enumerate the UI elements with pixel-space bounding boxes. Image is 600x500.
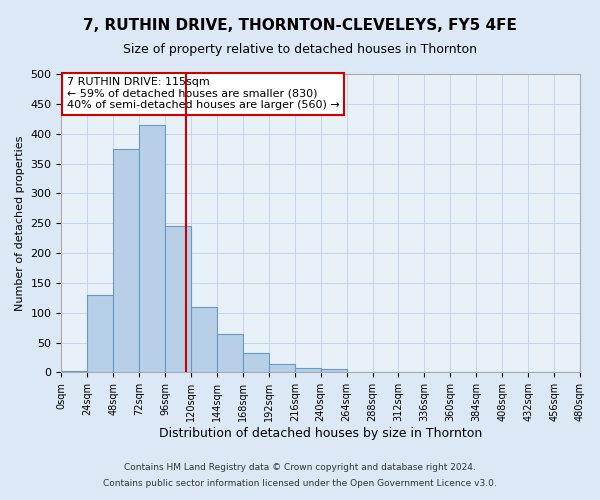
Bar — [217, 334, 243, 372]
Bar — [88, 295, 113, 372]
Bar — [139, 124, 165, 372]
Bar — [165, 226, 191, 372]
Bar — [295, 368, 321, 372]
Y-axis label: Number of detached properties: Number of detached properties — [15, 136, 25, 311]
Text: Size of property relative to detached houses in Thornton: Size of property relative to detached ho… — [123, 42, 477, 56]
Bar — [269, 364, 295, 372]
Text: 7, RUTHIN DRIVE, THORNTON-CLEVELEYS, FY5 4FE: 7, RUTHIN DRIVE, THORNTON-CLEVELEYS, FY5… — [83, 18, 517, 32]
Text: 7 RUTHIN DRIVE: 115sqm
← 59% of detached houses are smaller (830)
40% of semi-de: 7 RUTHIN DRIVE: 115sqm ← 59% of detached… — [67, 77, 340, 110]
X-axis label: Distribution of detached houses by size in Thornton: Distribution of detached houses by size … — [159, 427, 482, 440]
Bar — [321, 370, 347, 372]
Bar — [243, 353, 269, 372]
Text: Contains HM Land Registry data © Crown copyright and database right 2024.: Contains HM Land Registry data © Crown c… — [124, 464, 476, 472]
Bar — [191, 307, 217, 372]
Text: Contains public sector information licensed under the Open Government Licence v3: Contains public sector information licen… — [103, 478, 497, 488]
Bar — [113, 148, 139, 372]
